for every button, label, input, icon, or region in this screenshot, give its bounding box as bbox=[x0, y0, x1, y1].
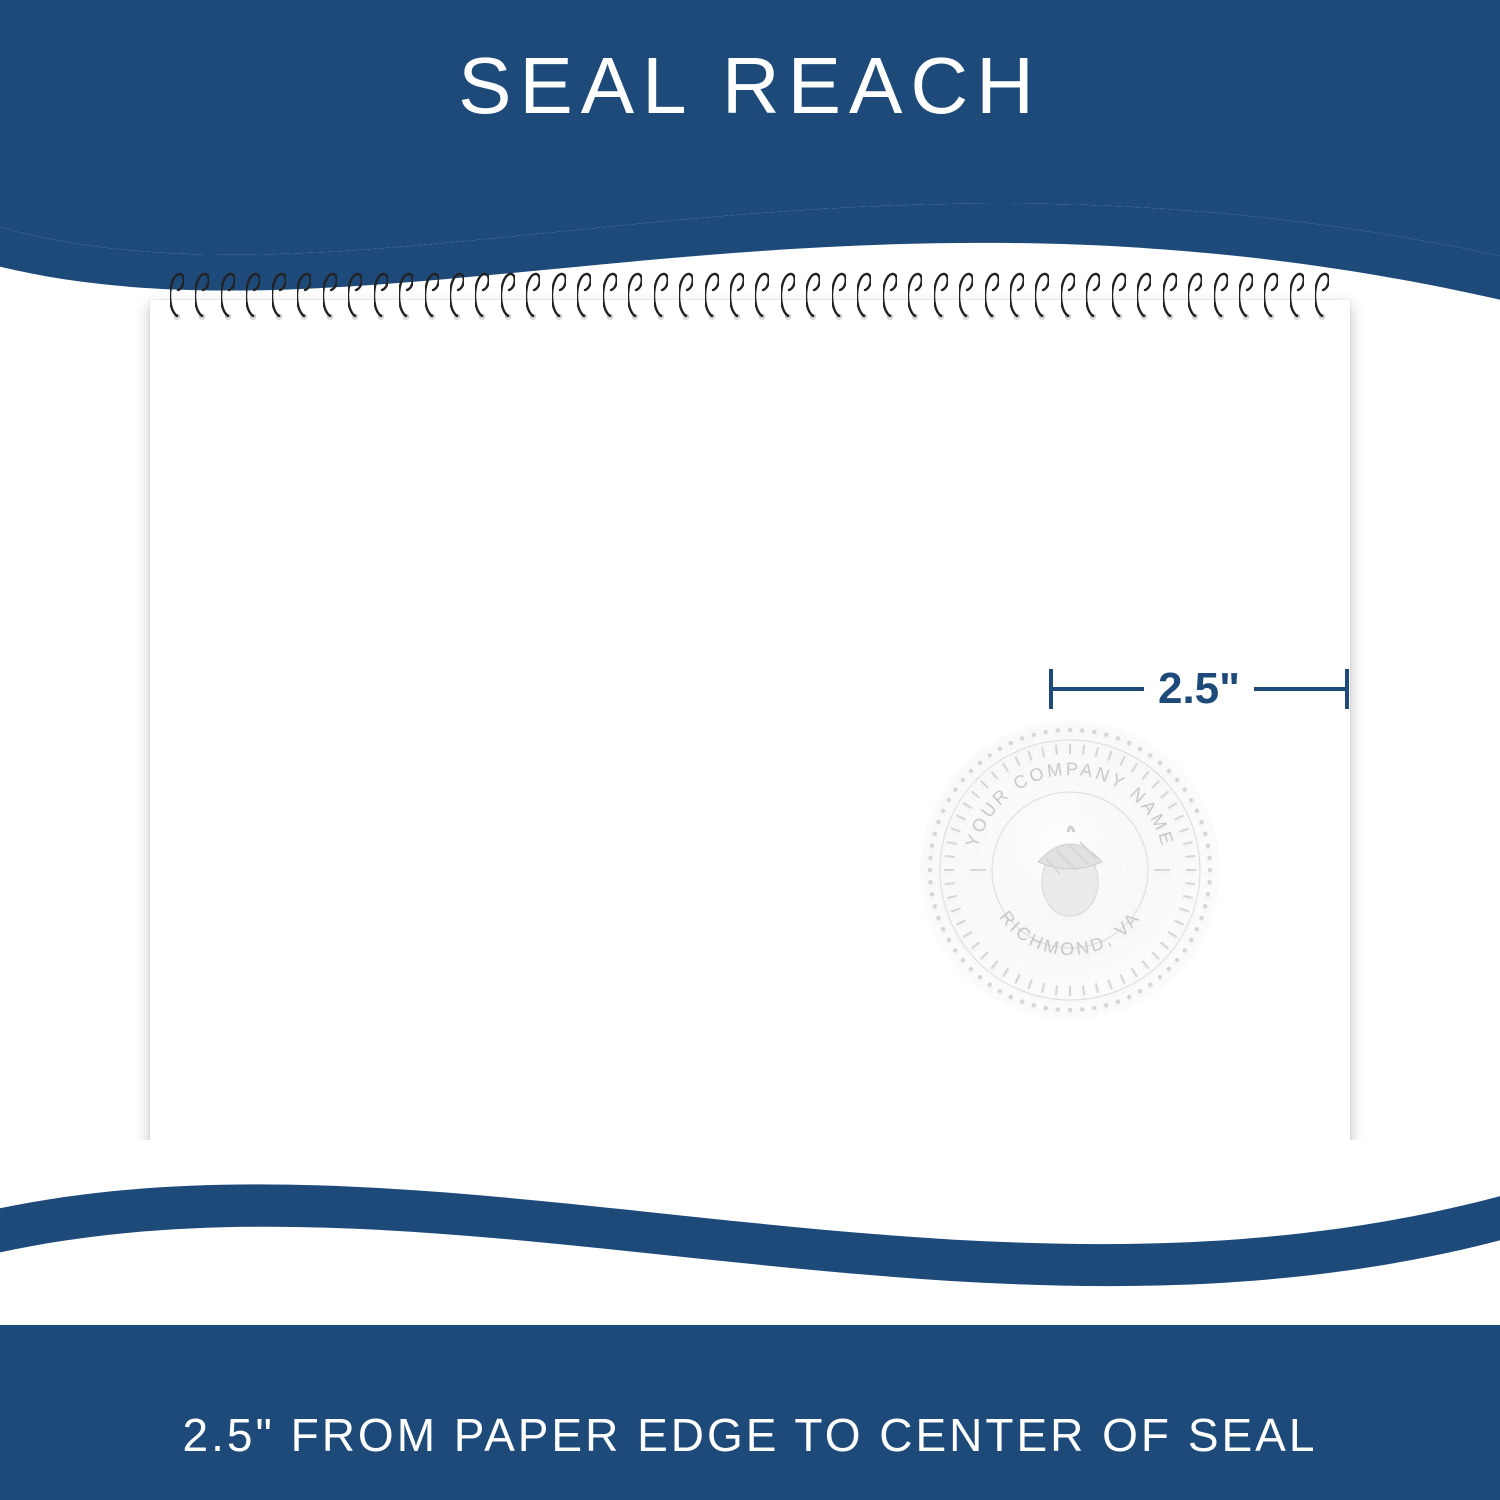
spiral-ring bbox=[1239, 268, 1253, 320]
spiral-ring bbox=[475, 268, 489, 320]
spiral-ring bbox=[323, 268, 337, 320]
spiral-ring bbox=[603, 268, 617, 320]
spiral-ring bbox=[399, 268, 413, 320]
spiral-ring bbox=[1035, 268, 1049, 320]
spiral-ring bbox=[348, 268, 362, 320]
spiral-ring bbox=[959, 268, 973, 320]
spiral-ring bbox=[297, 268, 311, 320]
spiral-ring bbox=[1086, 268, 1100, 320]
spiral-ring bbox=[1137, 268, 1151, 320]
acorn-icon bbox=[1038, 827, 1102, 916]
footer-text: 2.5" FROM PAPER EDGE TO CENTER OF SEAL bbox=[0, 1408, 1500, 1462]
spiral-ring bbox=[1112, 268, 1126, 320]
spiral-ring bbox=[170, 268, 184, 320]
spiral-ring bbox=[272, 268, 286, 320]
spiral-ring bbox=[1061, 268, 1075, 320]
spiral-ring bbox=[1290, 268, 1304, 320]
spiral-ring bbox=[552, 268, 566, 320]
spiral-ring bbox=[806, 268, 820, 320]
spiral-ring bbox=[450, 268, 464, 320]
spiral-ring bbox=[705, 268, 719, 320]
spiral-ring bbox=[755, 268, 769, 320]
spiral-ring bbox=[832, 268, 846, 320]
reach-dimension: 2.5" bbox=[1049, 665, 1349, 713]
embossed-seal: YOUR COMPANY NAME RICHMOND, VA bbox=[920, 720, 1220, 1020]
spiral-ring bbox=[1188, 268, 1202, 320]
spiral-ring bbox=[526, 268, 540, 320]
spiral-ring bbox=[1010, 268, 1024, 320]
spiral-ring bbox=[857, 268, 871, 320]
spiral-ring bbox=[425, 268, 439, 320]
spiral-ring bbox=[1264, 268, 1278, 320]
spiral-ring bbox=[246, 268, 260, 320]
spiral-ring bbox=[908, 268, 922, 320]
spiral-ring bbox=[934, 268, 948, 320]
spiral-ring bbox=[1214, 268, 1228, 320]
spiral-ring bbox=[654, 268, 668, 320]
spiral-ring bbox=[1315, 268, 1329, 320]
spiral-ring bbox=[781, 268, 795, 320]
spiral-ring bbox=[883, 268, 897, 320]
spiral-binding bbox=[170, 260, 1330, 320]
spiral-ring bbox=[1163, 268, 1177, 320]
spiral-ring bbox=[679, 268, 693, 320]
spiral-ring bbox=[985, 268, 999, 320]
spiral-ring bbox=[730, 268, 744, 320]
spiral-ring bbox=[221, 268, 235, 320]
notepad-paper: 2.5" YOUR COMPANY NAME RICHMOND, VA bbox=[150, 300, 1350, 1170]
spiral-ring bbox=[501, 268, 515, 320]
spiral-ring bbox=[374, 268, 388, 320]
dimension-label: 2.5" bbox=[1144, 665, 1254, 713]
page-title: SEAL REACH bbox=[0, 40, 1500, 132]
seal-top-text: YOUR COMPANY NAME bbox=[962, 759, 1178, 850]
paper-container: 2.5" YOUR COMPANY NAME RICHMOND, VA bbox=[150, 260, 1350, 1160]
dimension-tick bbox=[1345, 669, 1349, 709]
spiral-ring bbox=[195, 268, 209, 320]
spiral-ring bbox=[628, 268, 642, 320]
spiral-ring bbox=[577, 268, 591, 320]
